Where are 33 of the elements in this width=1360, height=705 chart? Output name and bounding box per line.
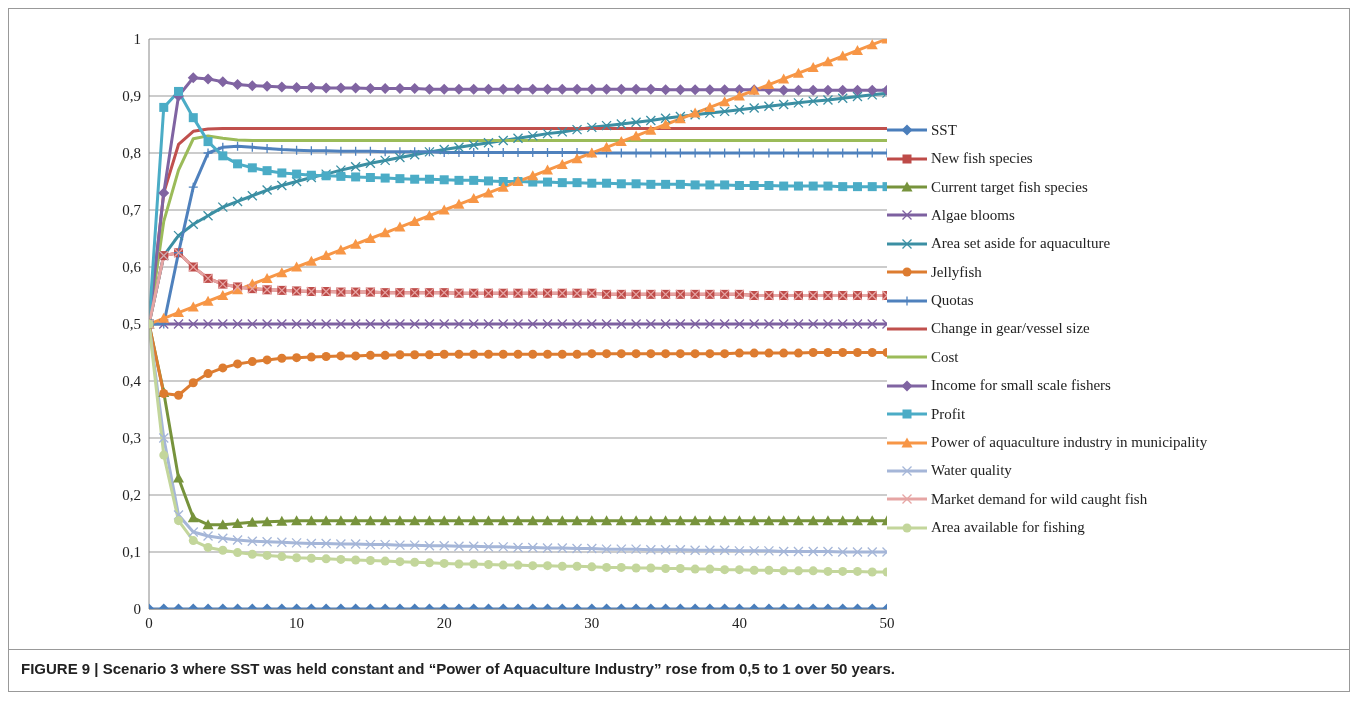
x-tick-label: 40 [731, 614, 747, 631]
legend-label: Jellyfish [931, 263, 982, 281]
legend-label: Water quality [931, 462, 1012, 480]
text: FIGURE 9 | Scenario 3 where SST was held constant and “Power of Aquaculture Industry” rose from 0,5 to 1 over 50 years. [9, 649, 1349, 691]
y-tick-label: 0,3 [122, 430, 141, 447]
y-tick-label: 0,8 [122, 145, 141, 162]
x-tick-label: 10 [289, 614, 305, 631]
legend-label: New fish species [931, 150, 1033, 168]
legend-label: Quotas [931, 292, 974, 310]
y-tick-label: 0,7 [122, 202, 142, 219]
x-tick-label: 30 [584, 614, 600, 631]
legend-label: Cost [931, 348, 959, 366]
legend-label: Power of aquaculture industry in municipality [931, 434, 1208, 452]
legend-label: Market demand for wild caught fish [931, 490, 1148, 508]
y-tick-label: 0,9 [122, 88, 141, 105]
x-tick-label: 50 [879, 614, 895, 631]
legend-label: Current target fish species [931, 178, 1088, 196]
x-tick-label: 20 [436, 614, 452, 631]
y-tick-label: 0,1 [122, 544, 141, 561]
legend-label: Area available for fishing [931, 519, 1085, 537]
legend-label: Income for small scale fishers [931, 377, 1111, 395]
y-tick-label: 0,2 [122, 487, 141, 504]
y-tick-label: 0,4 [122, 373, 142, 390]
x-tick-label: 0 [145, 614, 153, 631]
y-tick-label: 0 [133, 601, 141, 618]
legend-label: Change in gear/vessel size [931, 320, 1090, 338]
legend-label: Profit [931, 405, 966, 423]
y-tick-label: 0,6 [122, 259, 142, 276]
y-tick-label: 1 [133, 31, 141, 48]
legend-label: Area set aside for aquaculture [931, 235, 1111, 253]
legend-label: SST [931, 121, 957, 139]
legend-label: Algae blooms [931, 206, 1015, 224]
y-tick-label: 0,5 [122, 316, 141, 333]
